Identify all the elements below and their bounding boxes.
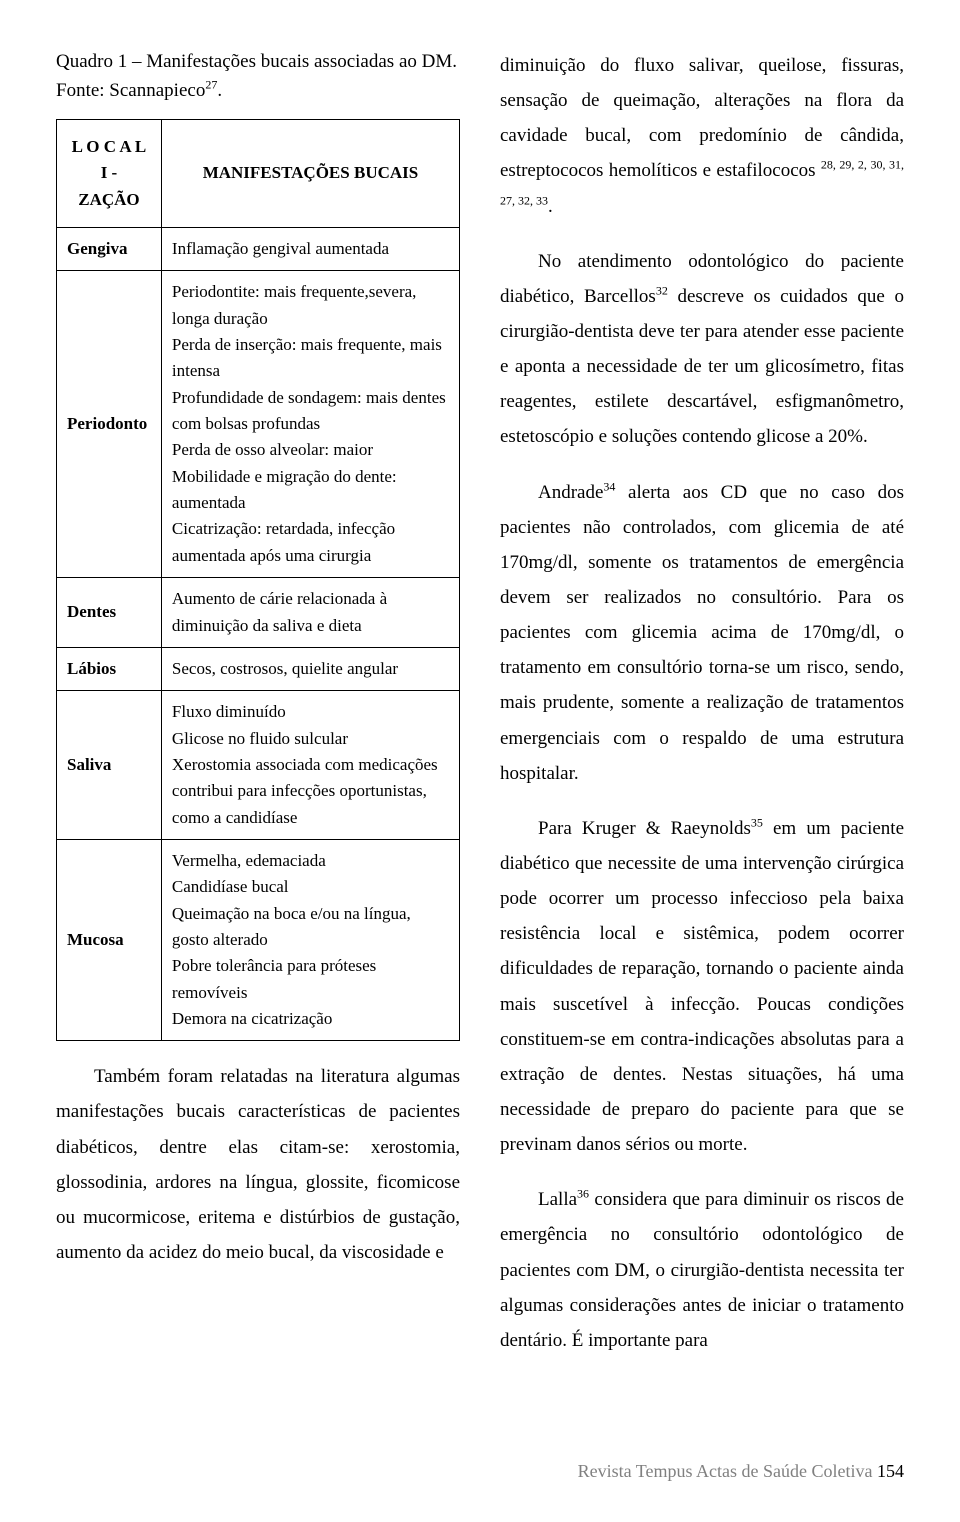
manif-line: Mobilidade e migração do dente: aumentad… [172, 467, 397, 512]
manif-line: Vermelha, edemaciada [172, 851, 326, 870]
table-row: Saliva Fluxo diminuído Glicose no fluido s… [57, 691, 460, 840]
manif-line: Perda de osso alveolar: maior [172, 440, 373, 459]
cell-localizacao: Dentes [57, 578, 162, 648]
superscript-ref: 32 [656, 284, 668, 298]
oral-manifestations-table: L O C A L I - ZAÇÃO MANIFESTAÇÕES BUCAIS… [56, 119, 460, 1041]
caption-sup: 27 [205, 77, 217, 91]
left-column: Quadro 1 – Manifestações bucais associad… [56, 48, 460, 1437]
manif-line: Inflamação gengival aumentada [172, 239, 389, 258]
caption-suffix: . [217, 80, 222, 101]
table-header-row: L O C A L I - ZAÇÃO MANIFESTAÇÕES BUCAIS [57, 120, 460, 228]
right-body-paragraphs: diminuição do fluxo salivar, queilose, f… [500, 48, 904, 1358]
right-column: diminuição do fluxo salivar, queilose, f… [500, 48, 904, 1437]
manif-line: Queimação na boca e/ou na língua, gosto … [172, 904, 411, 949]
two-column-layout: Quadro 1 – Manifestações bucais associad… [56, 48, 904, 1437]
table-row: PeriodontoPeriodontite: mais frequente,s… [57, 271, 460, 578]
manif-line: Cicatrização: retardada, infecção aument… [172, 519, 395, 564]
manif-line: Candidíase bucal [172, 877, 289, 896]
paragraph-text: descreve os cuidados que o cirurgião-den… [500, 286, 904, 448]
paragraph-text: Lalla [538, 1189, 577, 1210]
manif-line: Periodontite: mais frequente,severa, lon… [172, 282, 417, 327]
cell-manifestacoes: Fluxo diminuído Glicose no fluido sulcula… [161, 691, 459, 840]
cell-localizacao: Gengiva [57, 228, 162, 271]
cell-manifestacoes: Secos, costrosos, quielite angular [161, 647, 459, 690]
page: Quadro 1 – Manifestações bucais associad… [0, 0, 960, 1522]
body-paragraph: Também foram relatadas na literatura alg… [56, 1059, 460, 1270]
table-row: Mucosa Vermelha, edemaciada Candidíase buc… [57, 839, 460, 1040]
body-paragraph: Andrade34 alerta aos CD que no caso dos … [500, 475, 904, 791]
table-row: Lábios Secos, costrosos, quielite angular [57, 647, 460, 690]
paragraph-text: em um paciente diabético que necessite d… [500, 818, 904, 1155]
manif-line: Xerostomia associada com medicações cont… [172, 755, 438, 827]
manif-line: Aumento de cárie relacionada à diminuiçã… [172, 589, 387, 634]
manif-line: Demora na cicatrização [172, 1009, 332, 1028]
paragraph-text: alerta aos CD que no caso dos pacientes … [500, 482, 904, 784]
body-paragraph: No atendimento odontológico do paciente … [500, 244, 904, 455]
manif-line: Glicose no fluido sulcular [172, 729, 348, 748]
body-paragraph: Lalla36 considera que para diminuir os r… [500, 1182, 904, 1358]
table-caption: Quadro 1 – Manifestações bucais associad… [56, 48, 460, 105]
superscript-ref: 36 [577, 1187, 589, 1201]
manif-line: Pobre tolerância para próteses removívei… [172, 956, 376, 1001]
paragraph-text: Também foram relatadas na literatura alg… [56, 1066, 460, 1263]
paragraph-text: Andrade [538, 482, 603, 503]
cell-localizacao: Saliva [57, 691, 162, 840]
cell-manifestacoes: Aumento de cárie relacionada à diminuiçã… [161, 578, 459, 648]
cell-manifestacoes: Periodontite: mais frequente,severa, lon… [161, 271, 459, 578]
page-footer: Revista Tempus Actas de Saúde Coletiva 1… [56, 1461, 904, 1482]
cell-localizacao: Mucosa [57, 839, 162, 1040]
paragraph-text: . [548, 196, 553, 217]
paragraph-text: considera que para diminuir os riscos de… [500, 1189, 904, 1351]
paragraph-text: Para Kruger & Raeynolds [538, 818, 751, 839]
header-localizacao: L O C A L I - ZAÇÃO [57, 120, 162, 228]
table-body: Gengiva Inflamação gengival aumentada Peri… [57, 228, 460, 1041]
superscript-ref: 34 [603, 479, 615, 493]
cell-manifestacoes: Inflamação gengival aumentada [161, 228, 459, 271]
footer-page-number: 154 [877, 1461, 904, 1481]
manif-line: Fluxo diminuído [172, 702, 286, 721]
header-loc-line2: ZAÇÃO [78, 190, 139, 209]
manif-line: Perda de inserção: mais frequente, mais … [172, 335, 442, 380]
table-row: Gengiva Inflamação gengival aumentada [57, 228, 460, 271]
cell-manifestacoes: Vermelha, edemaciada Candidíase bucal Quei… [161, 839, 459, 1040]
header-loc-line1: L O C A L I - [72, 137, 147, 182]
manif-line: Secos, costrosos, quielite angular [172, 659, 398, 678]
cell-localizacao: Lábios [57, 647, 162, 690]
caption-text: Quadro 1 – Manifestações bucais associad… [56, 51, 457, 101]
cell-localizacao: Periodonto [57, 271, 162, 578]
header-manifestacoes: MANIFESTAÇÕES BUCAIS [161, 120, 459, 228]
table-row: DentesAumento de cárie relacionada à dim… [57, 578, 460, 648]
superscript-ref: 35 [751, 815, 763, 829]
manif-line: Profundidade de sondagem: mais dentes co… [172, 388, 446, 433]
left-body-paragraphs: Também foram relatadas na literatura alg… [56, 1059, 460, 1270]
footer-journal: Revista Tempus Actas de Saúde Coletiva [578, 1461, 877, 1481]
body-paragraph: diminuição do fluxo salivar, queilose, f… [500, 48, 904, 224]
body-paragraph: Para Kruger & Raeynolds35 em um paciente… [500, 811, 904, 1162]
